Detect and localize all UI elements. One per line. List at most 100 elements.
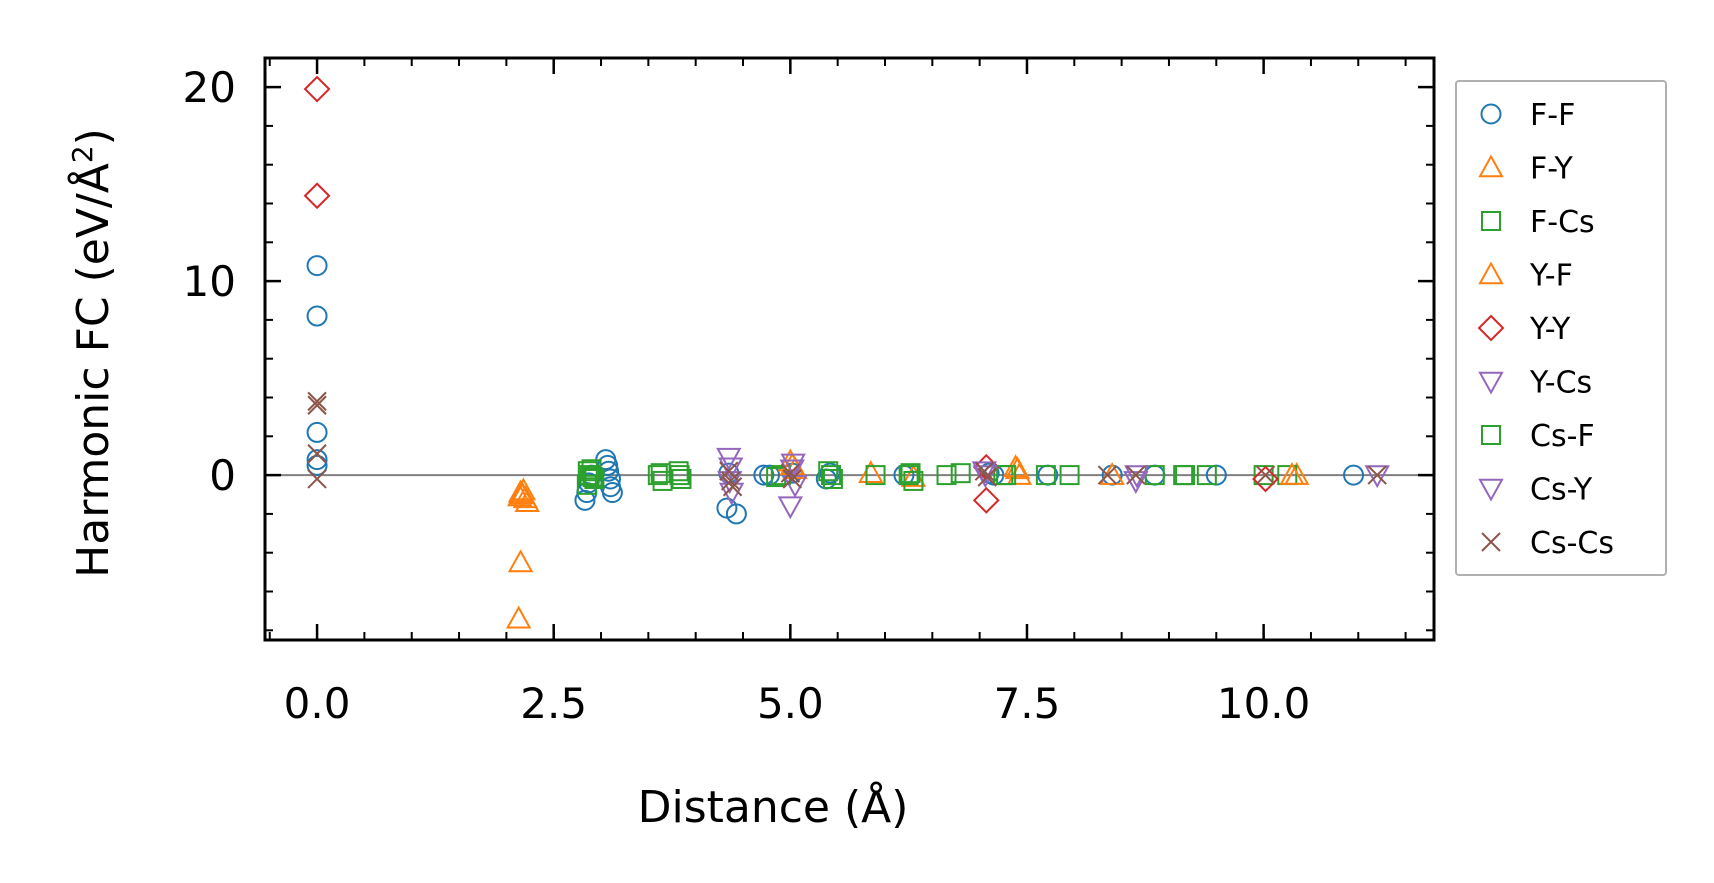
y-axis-label: Harmonic FC (eV/Å2) [66, 128, 119, 578]
data-point-cs-cs [1097, 465, 1118, 485]
data-point-f-y [505, 605, 532, 629]
data-point-f-f [601, 482, 623, 504]
x-tick-label: 0.0 [284, 679, 351, 728]
legend-label-f-y: F-Y [1530, 152, 1574, 187]
data-point-f-f [306, 421, 328, 443]
data-point-f-f [1343, 464, 1365, 486]
legend-marker-f-cs [1481, 211, 1501, 231]
legend-item-f-f: F-F [1480, 98, 1575, 133]
y-axis-label-superscript: 2 [66, 145, 99, 163]
y-tick-labels: 0 10 20 [183, 63, 236, 500]
legend-item-y-y: Y-Y [1477, 312, 1571, 347]
data-point-y-cs [1123, 471, 1149, 494]
data-point-y-y [303, 75, 331, 103]
x-tick-label: 10.0 [1217, 679, 1311, 728]
major-ticks [265, 58, 1434, 640]
data-point-f-f [753, 464, 775, 486]
legend-label-y-y: Y-Y [1529, 312, 1571, 347]
data-point-cs-cs [720, 471, 741, 491]
data-point-cs-cs [1367, 465, 1387, 485]
data-point-y-f [1279, 462, 1305, 485]
series-cs-cs [307, 391, 1387, 497]
data-point-cs-f [582, 467, 603, 488]
data-point-cs-cs [1126, 465, 1146, 485]
data-point-f-cs [1196, 465, 1217, 486]
series-cs-f [577, 461, 1196, 488]
legend-items: F-F F-Y F-Cs Y-F Y-Y Y-Cs Cs-F Cs-Y Cs-Cs [1477, 98, 1614, 561]
data-point-f-cs [865, 465, 886, 486]
x-tick-label: 7.5 [994, 679, 1061, 728]
legend-label-cs-f: Cs-F [1530, 419, 1595, 454]
y-tick-label: 10 [183, 257, 236, 306]
legend-label-cs-cs: Cs-Cs [1530, 526, 1614, 561]
y-axis-label-main: Harmonic FC (eV/Å [66, 163, 119, 578]
data-point-y-y [972, 486, 1000, 514]
data-point-y-cs [777, 496, 804, 520]
data-point-cs-cs [307, 391, 327, 412]
data-point-cs-cs [782, 469, 802, 489]
data-point-f-cs [898, 465, 919, 486]
data-point-cs-cs [307, 469, 327, 489]
legend-frame [1455, 80, 1667, 576]
data-point-cs-cs [977, 467, 997, 487]
y-tick-label: 0 [209, 451, 236, 500]
legend-item-cs-f: Cs-F [1481, 419, 1595, 454]
legend-marker-y-f [1478, 261, 1504, 285]
data-point-cs-y [1124, 465, 1150, 489]
data-point-cs-cs [974, 461, 995, 481]
legend-item-f-y: F-Y [1478, 152, 1574, 187]
data-point-f-f [306, 454, 328, 476]
y-tick-label: 20 [183, 63, 236, 112]
data-point-f-cs [903, 470, 924, 491]
legend-label-y-f: Y-F [1529, 259, 1573, 294]
data-point-cs-cs [307, 444, 327, 464]
data-point-y-f [510, 477, 537, 501]
data-point-cs-cs [1255, 465, 1276, 485]
data-point-f-y [507, 549, 534, 573]
data-point-f-f [306, 255, 328, 277]
data-point-cs-cs [307, 395, 327, 415]
data-point-f-cs [647, 465, 668, 486]
data-point-f-cs [1059, 465, 1080, 486]
x-tick-labels: 0.0 2.5 5.0 7.5 10.0 [284, 679, 1311, 728]
legend-item-y-cs: Y-Cs [1478, 366, 1592, 401]
x-tick-label: 5.0 [757, 679, 824, 728]
data-point-cs-cs [722, 477, 743, 497]
data-point-cs-f [577, 461, 598, 482]
data-point-y-y [1252, 465, 1279, 493]
data-point-y-cs [1364, 465, 1390, 489]
data-point-f-cs [818, 461, 839, 482]
data-point-f-cs [1035, 465, 1056, 486]
data-point-y-y [303, 182, 331, 210]
plot-area-frame [263, 56, 1436, 642]
data-point-f-cs [671, 468, 692, 489]
legend: F-F F-Y F-Cs Y-F Y-Y Y-Cs Cs-F Cs-Y Cs-Cs [1455, 80, 1667, 576]
data-point-f-f [306, 449, 328, 471]
data-point-f-cs [936, 465, 957, 486]
legend-item-y-f: Y-F [1478, 259, 1573, 294]
legend-label-cs-y: Cs-Y [1530, 473, 1593, 508]
data-point-f-y [507, 479, 534, 503]
data-point-f-cs [822, 468, 843, 489]
legend-item-cs-cs: Cs-Cs [1481, 526, 1614, 561]
legend-item-f-cs: F-Cs [1481, 205, 1595, 240]
data-point-f-f [759, 464, 781, 486]
data-point-f-f [306, 305, 328, 327]
legend-label-y-cs: Y-Cs [1529, 366, 1592, 401]
data-point-f-cs [584, 468, 605, 489]
legend-marker-cs-f [1481, 425, 1501, 445]
data-point-f-cs [579, 465, 600, 486]
y-axis-label-close: ) [68, 128, 119, 145]
legend-item-cs-y: Cs-Y [1478, 473, 1593, 508]
data-point-y-cs [971, 461, 998, 485]
data-point-f-cs [950, 463, 971, 484]
x-axis-label: Distance (Å) [638, 780, 909, 833]
legend-label-f-cs: F-Cs [1530, 205, 1595, 240]
x-tick-label: 2.5 [520, 679, 587, 728]
legend-marker-y-cs [1478, 371, 1504, 395]
legend-marker-f-y [1478, 154, 1504, 178]
data-point-cs-f [900, 463, 921, 484]
legend-marker-f-f [1480, 103, 1502, 125]
